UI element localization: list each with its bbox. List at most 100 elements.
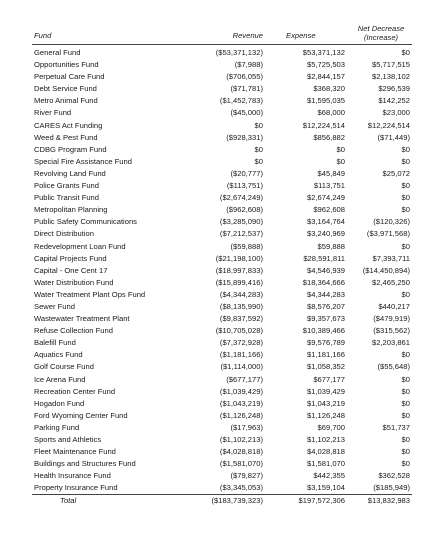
header-expense: Expense [286, 31, 316, 40]
expense-value: $368,320 [313, 84, 345, 94]
revenue-value: ($7,212,537) [219, 229, 263, 239]
expense-value: $3,164,764 [306, 217, 345, 227]
revenue-value: ($20,777) [230, 168, 263, 178]
net-value: $0 [401, 447, 410, 457]
expense-value: $18,364,666 [302, 277, 345, 287]
table-row: Perpetual Care Fund ($706,055) $2,844,157 $… [0, 71, 437, 83]
table-row: Direct Distribution ($7,212,537) $3,240,96… [0, 228, 437, 240]
expense-value: $12,224,514 [302, 120, 345, 130]
table-row: Buildings and Structures Fund ($1,581,070… [0, 458, 437, 470]
fund-name: Public Transit Fund [34, 193, 99, 203]
revenue-value: ($1,126,248) [219, 410, 263, 420]
revenue-value: ($21,198,100) [215, 253, 263, 263]
fund-name: Fleet Maintenance Fund [34, 447, 116, 457]
net-value: $23,000 [382, 108, 410, 118]
net-value: $296,539 [378, 84, 410, 94]
fund-name: River Fund [34, 108, 72, 118]
expense-value: $677,177 [313, 374, 345, 384]
fund-name: Metropolitan Planning [34, 205, 108, 215]
fund-name: Police Grants Fund [34, 181, 99, 191]
revenue-value: ($71,781) [230, 84, 263, 94]
expense-value: $53,371,132 [302, 48, 345, 57]
expense-value: $69,700 [317, 422, 345, 432]
net-value: $12,224,514 [367, 120, 410, 130]
fund-name: Wastewater Treatment Plant [34, 314, 130, 324]
expense-value: $4,028,818 [306, 447, 345, 457]
revenue-value: ($10,705,028) [215, 326, 263, 336]
net-value: $0 [401, 156, 410, 166]
net-value: ($71,449) [377, 132, 410, 142]
net-value: $2,138,102 [371, 72, 410, 82]
expense-value: $28,591,811 [303, 253, 345, 263]
table-row: Property Insurance Fund ($3,345,053) $3,15… [0, 482, 437, 494]
revenue-value: ($706,055) [226, 72, 263, 82]
revenue-value: ($4,028,818) [219, 447, 263, 457]
revenue-value: ($113,751) [226, 181, 263, 191]
expense-value: $5,725,503 [306, 60, 345, 70]
header-fund: Fund [34, 31, 52, 40]
revenue-value: $0 [254, 144, 263, 154]
header-revenue: Revenue [232, 31, 263, 40]
expense-value: $856,882 [313, 132, 345, 142]
revenue-value: ($677,177) [226, 374, 263, 384]
table-row: Redevelopment Loan Fund ($59,888) $59,888 $… [0, 241, 437, 253]
revenue-value: ($15,899,416) [215, 277, 263, 287]
total-net: $13,832,983 [367, 496, 410, 506]
net-value: ($479,919) [373, 314, 410, 324]
table-row: Balefill Fund ($7,372,928) $9,576,789 $2,20… [0, 337, 437, 349]
revenue-value: $0 [254, 156, 263, 166]
table-row: Weed & Pest Fund ($928,331) $856,882 ($71,4… [0, 132, 437, 144]
table-row: Ford Wyoming Center Fund ($1,126,248) $1,1… [0, 410, 437, 422]
expense-value: $1,181,166 [306, 350, 345, 360]
expense-value: $59,888 [317, 241, 345, 251]
header-net-decrease: Net Decrease (Increase) [349, 24, 413, 42]
net-value: $0 [401, 181, 410, 191]
header-net-line1: Net Decrease [357, 24, 405, 33]
expense-value: $113,751 [313, 181, 345, 191]
revenue-value: ($2,674,249) [219, 193, 263, 203]
fund-name: Public Safety Communications [34, 217, 137, 227]
fund-name: Parking Fund [34, 422, 80, 432]
net-value: $0 [401, 350, 410, 360]
revenue-value: ($17,963) [230, 422, 263, 432]
net-value: $362,528 [378, 471, 410, 481]
fund-name: Ford Wyoming Center Fund [34, 410, 128, 420]
fund-name: Weed & Pest Fund [34, 132, 98, 142]
table-row: Metro Animal Fund ($1,452,783) $1,595,035 $… [0, 95, 437, 107]
expense-value: $1,102,213 [306, 435, 345, 444]
expense-value: $3,240,969 [306, 229, 345, 239]
fund-name: Capital Projects Fund [34, 253, 107, 263]
net-value: $0 [401, 48, 410, 57]
expense-value: $45,849 [317, 168, 345, 178]
expense-value: $1,043,219 [306, 398, 345, 408]
total-expense: $197,572,306 [298, 496, 345, 506]
revenue-value: ($1,581,070) [219, 459, 263, 469]
net-value: ($120,326) [373, 217, 410, 227]
table-row: Metropolitan Planning ($962,608) $962,608 $… [0, 204, 437, 216]
fund-name: Redevelopment Loan Fund [34, 241, 126, 251]
fund-name: Refuse Collection Fund [34, 326, 113, 336]
net-value: $0 [401, 374, 410, 384]
net-value: $51,737 [382, 422, 410, 432]
expense-value: $0 [336, 156, 345, 166]
net-value: ($315,562) [373, 326, 410, 336]
total-label: Total [60, 496, 77, 506]
table-row: Parking Fund ($17,963) $69,700 $51,737 [0, 422, 437, 434]
net-value: $0 [401, 193, 410, 203]
revenue-value: ($8,135,990) [219, 301, 263, 311]
net-value: $7,393,711 [372, 253, 410, 263]
fund-name: Hogadon Fund [34, 398, 85, 408]
expense-value: $4,344,283 [306, 289, 345, 299]
net-value: $2,465,250 [371, 277, 410, 287]
net-value: ($55,648) [377, 362, 410, 372]
expense-value: $1,581,070 [306, 459, 345, 469]
table-row: Capital - One Cent 17 ($18,997,833) $4,546… [0, 265, 437, 277]
table-row: Sports and Athletics ($1,102,213) $1,102,2… [0, 434, 437, 446]
header-net-line2: (Increase) [363, 33, 399, 42]
expense-value: $0 [336, 144, 345, 154]
table-row: Water Treatment Plant Ops Fund ($4,344,28… [0, 289, 437, 301]
revenue-value: ($1,452,783) [219, 96, 263, 106]
net-value: $25,072 [382, 168, 410, 178]
fund-name: Special Fire Assistance Fund [34, 156, 132, 166]
